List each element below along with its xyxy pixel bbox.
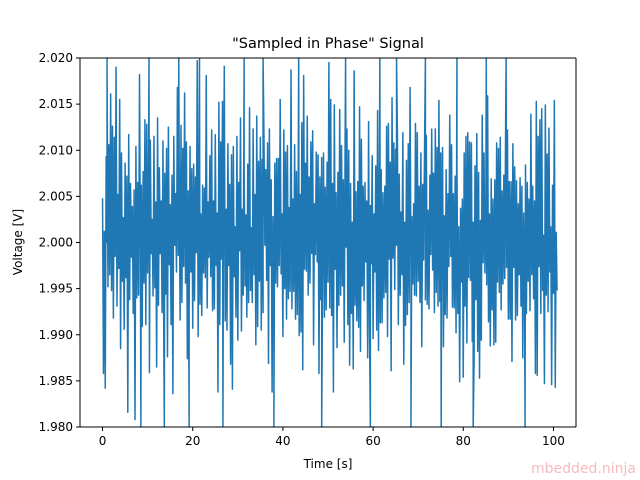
- y-axis-ticks: 1.980 1.985 1.990 1.995 2.000 2.005 2.010 2.015…: [39, 51, 80, 434]
- series-group: [101, 58, 558, 427]
- x-axis-label: Time [s]: [303, 457, 353, 471]
- y-tick-label: 1.985: [39, 374, 73, 388]
- y-tick-label: 2.005: [39, 189, 73, 203]
- y-axis-label: Voltage [V]: [11, 209, 25, 275]
- y-tick-label: 2.010: [39, 143, 73, 157]
- x-tick-label: 20: [185, 434, 200, 448]
- chart-title: "Sampled in Phase" Signal: [232, 36, 424, 52]
- axes-frame: [79, 57, 577, 428]
- x-tick-label: 40: [275, 434, 290, 448]
- y-tick-label: 2.015: [39, 97, 73, 111]
- x-tick-label: 80: [456, 434, 471, 448]
- y-tick-label: 1.995: [39, 282, 73, 296]
- x-tick-label: 100: [542, 434, 565, 448]
- series-line: [101, 58, 558, 427]
- x-axis-ticks: 0 20 40 60 80 100: [99, 427, 565, 448]
- x-tick-label: 0: [99, 434, 107, 448]
- y-tick-label: 1.980: [39, 420, 73, 434]
- y-tick-label: 2.000: [39, 236, 73, 250]
- x-tick-label: 60: [365, 434, 380, 448]
- y-tick-label: 1.990: [39, 328, 73, 342]
- y-tick-label: 2.020: [39, 51, 73, 65]
- watermark: mbedded.ninja: [531, 461, 636, 477]
